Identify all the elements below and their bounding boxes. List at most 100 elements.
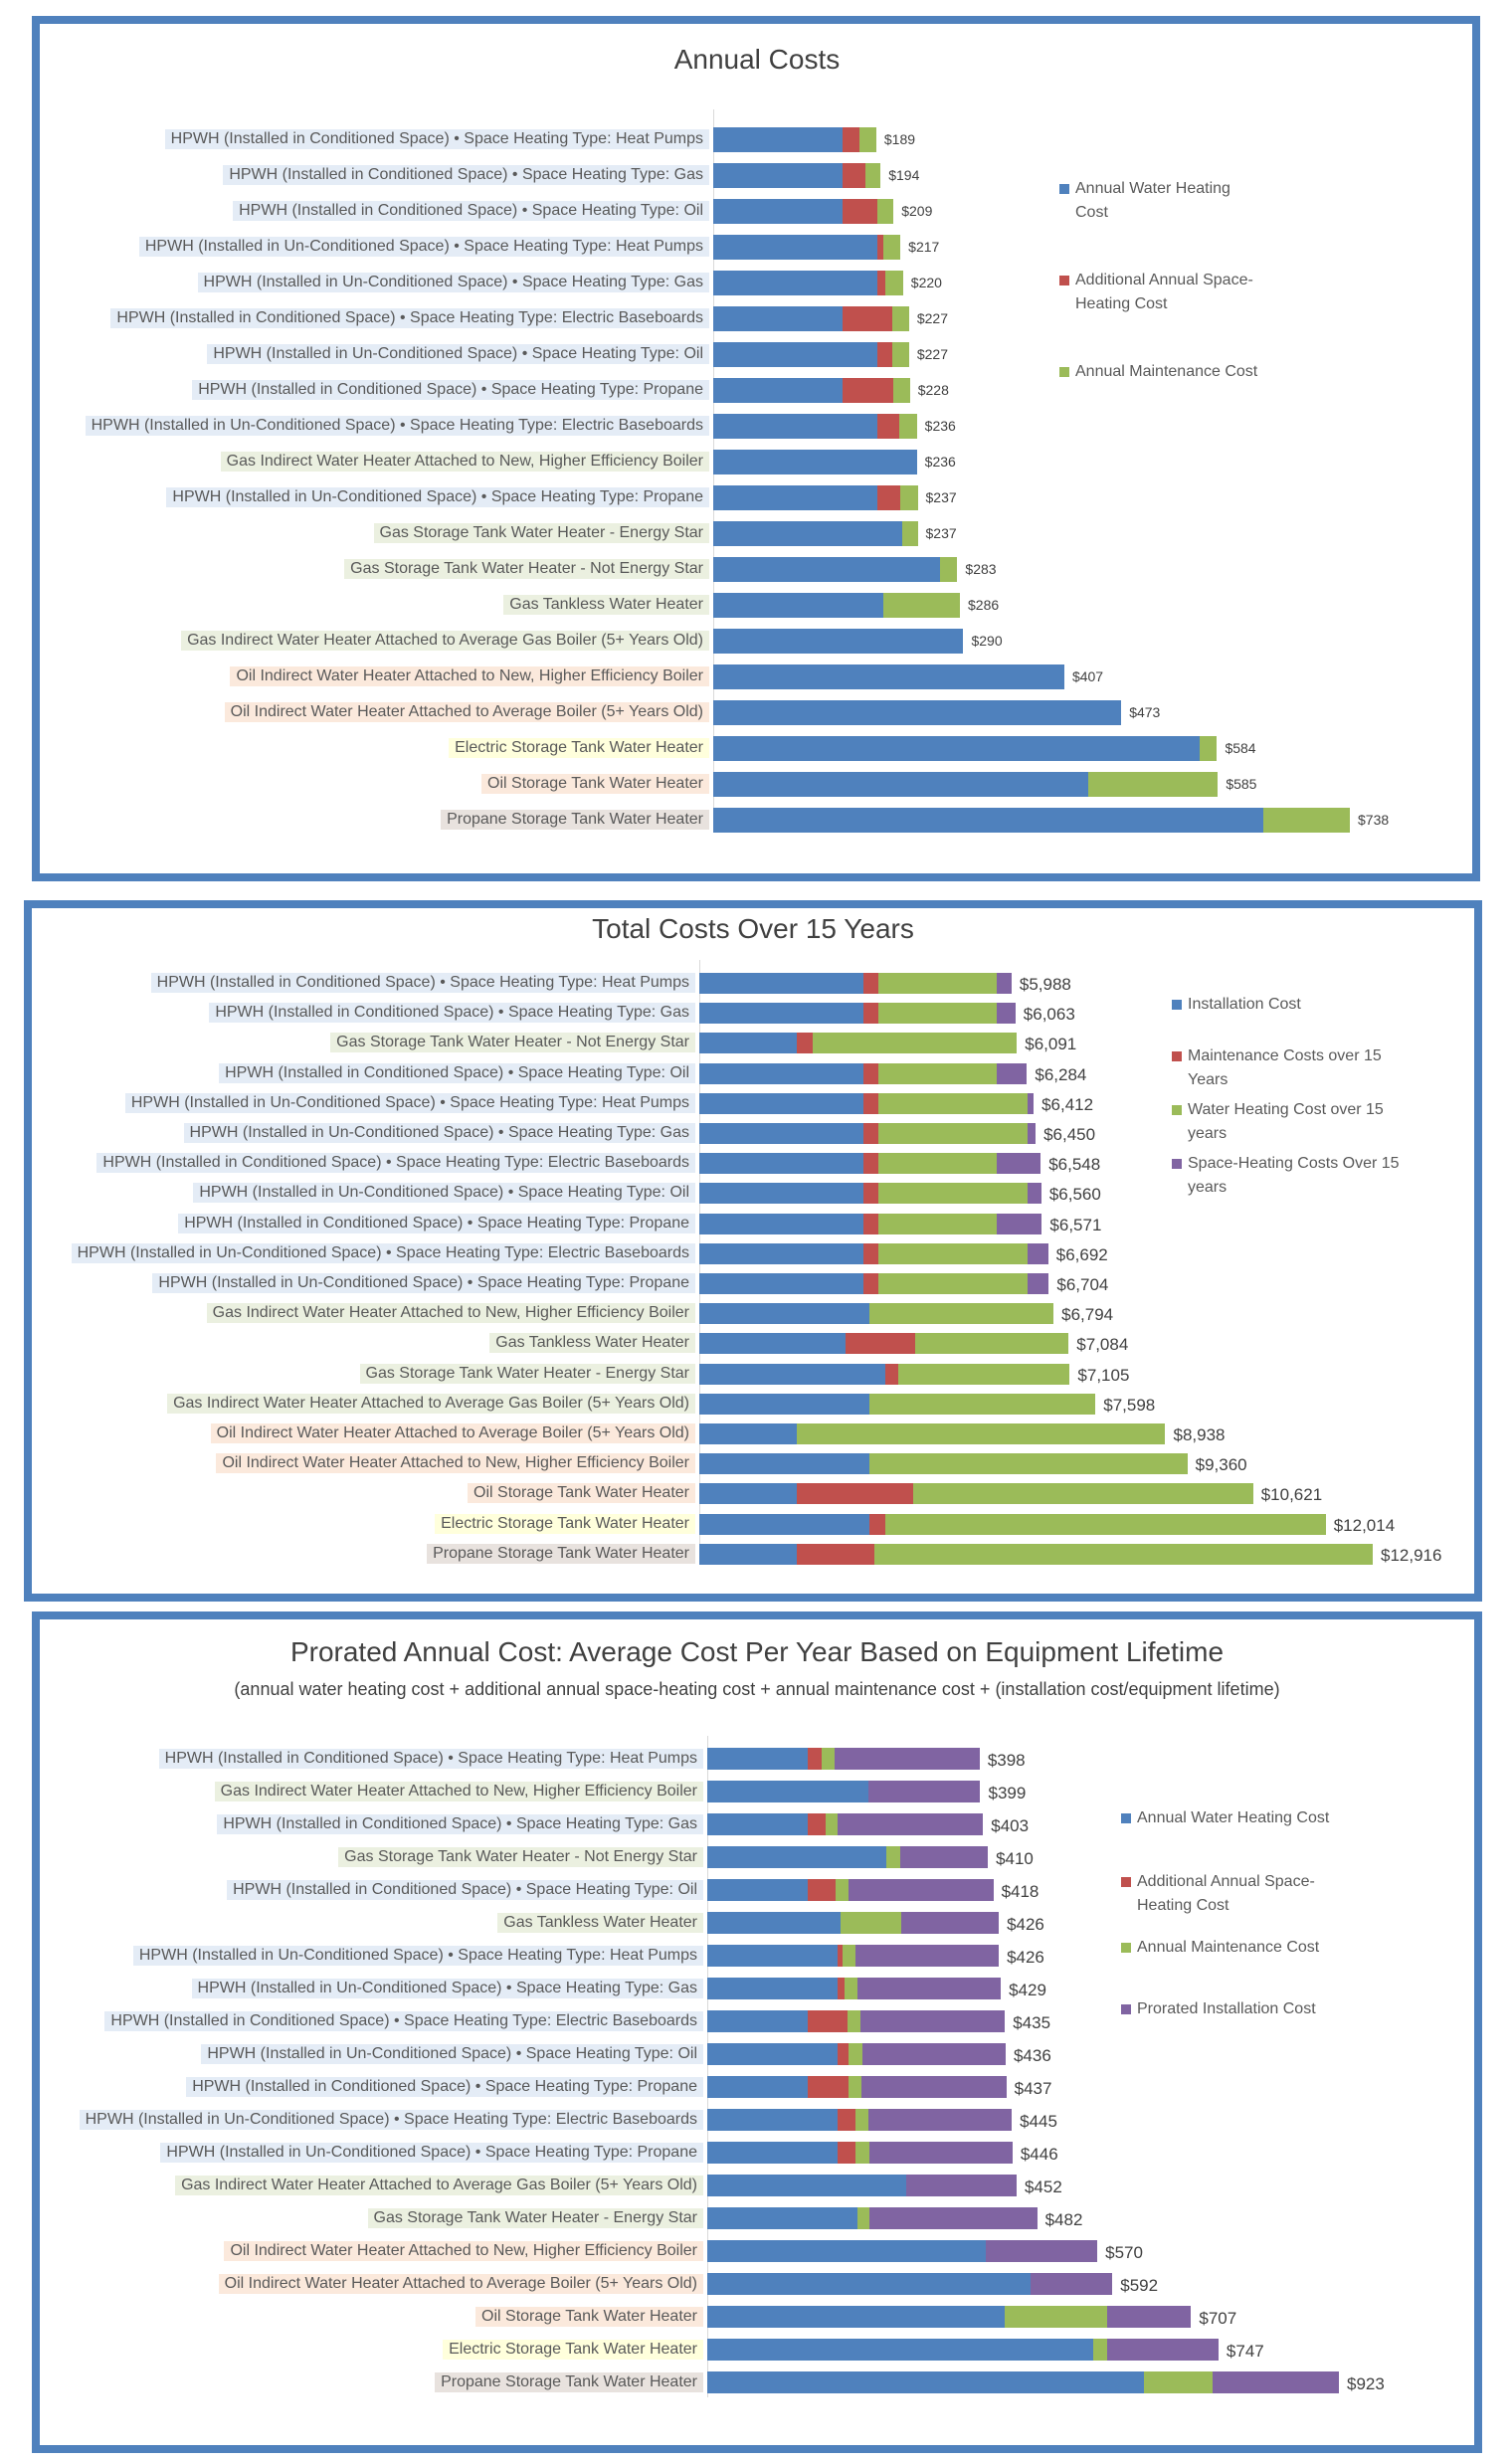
annual-costs-legend-item: Annual Maintenance Cost bbox=[1059, 360, 1258, 384]
prorated-cost-category-label: HPWH (Installed in Conditioned Space) • … bbox=[158, 1748, 703, 1769]
legend-label: Annual Maintenance Cost bbox=[1137, 1939, 1320, 1956]
prorated-cost-bar-annual-water-heating-cost bbox=[707, 1846, 887, 1868]
total-costs-bar-water-heating-cost-over-15-years bbox=[878, 1213, 998, 1234]
total-costs-bar-maintenance-costs-over-15-years bbox=[862, 1092, 879, 1114]
prorated-cost-bar-annual-water-heating-cost bbox=[707, 2339, 1094, 2361]
total-costs-category-label: Electric Storage Tank Water Heater bbox=[435, 1513, 695, 1534]
annual-costs-bar-additional-annual-space-heating-cost bbox=[843, 306, 893, 331]
total-costs-category-label: HPWH (Installed in Un-Conditioned Space)… bbox=[124, 1092, 695, 1113]
prorated-cost-category-label: Oil Indirect Water Heater Attached to Av… bbox=[218, 2273, 703, 2294]
total-costs-category-label: HPWH (Installed in Un-Conditioned Space)… bbox=[152, 1273, 695, 1293]
total-costs-bar-installation-cost bbox=[699, 1453, 869, 1475]
prorated-cost-bar-annual-water-heating-cost bbox=[707, 2240, 986, 2262]
prorated-cost-bar-additional-annual-space-heating-cost bbox=[837, 2043, 850, 2065]
annual-costs-bar-annual-maintenance-cost bbox=[901, 521, 918, 546]
prorated-cost-bar-prorated-installation-cost bbox=[986, 2240, 1098, 2262]
annual-costs-bar-annual-water-heating-cost bbox=[713, 163, 844, 188]
total-costs-bar-installation-cost bbox=[699, 1033, 798, 1054]
total-costs-data-label: $7,084 bbox=[1076, 1335, 1129, 1355]
legend-swatch bbox=[1121, 1813, 1131, 1823]
total-costs-bar-installation-cost bbox=[699, 1123, 863, 1144]
total-costs-bar-water-heating-cost-over-15-years bbox=[878, 1092, 1028, 1114]
prorated-cost-bar-annual-maintenance-cost bbox=[848, 2076, 861, 2098]
annual-costs-bar-annual-maintenance-cost bbox=[1263, 808, 1350, 833]
annual-costs-data-label: $209 bbox=[901, 203, 933, 219]
prorated-cost-category-label: HPWH (Installed in Conditioned Space) • … bbox=[217, 1813, 703, 1834]
total-costs-category-label: HPWH (Installed in Conditioned Space) • … bbox=[219, 1062, 695, 1083]
prorated-cost-bar-annual-maintenance-cost bbox=[826, 1813, 839, 1835]
total-costs-data-label: $7,598 bbox=[1103, 1395, 1156, 1415]
prorated-cost-data-label: $429 bbox=[1009, 1980, 1046, 1999]
annual-costs-category-label: Gas Storage Tank Water Heater - Energy S… bbox=[373, 523, 709, 543]
total-costs-data-label: $12,014 bbox=[1333, 1515, 1396, 1535]
total-costs-data-label: $5,988 bbox=[1019, 975, 1071, 994]
total-costs-category-label: HPWH (Installed in Un-Conditioned Space)… bbox=[71, 1242, 695, 1263]
legend-label: Water Heating Cost over 15 years bbox=[1188, 1101, 1384, 1142]
annual-costs-bar-annual-water-heating-cost bbox=[713, 235, 877, 260]
legend-label: Maintenance Costs over 15 Years bbox=[1188, 1047, 1382, 1088]
total-costs-bar-installation-cost bbox=[699, 1273, 863, 1294]
prorated-cost-data-label: $403 bbox=[991, 1815, 1030, 1835]
total-costs-bar-installation-cost bbox=[699, 1092, 863, 1114]
annual-costs-bar-annual-water-heating-cost bbox=[713, 485, 877, 510]
annual-costs-data-label: $227 bbox=[916, 346, 948, 362]
prorated-cost-bar-annual-water-heating-cost bbox=[707, 1813, 809, 1835]
total-costs-data-label: $6,063 bbox=[1023, 1005, 1075, 1025]
prorated-cost-bar-prorated-installation-cost bbox=[862, 2043, 1006, 2065]
total-costs-bar-installation-cost bbox=[699, 1543, 798, 1565]
annual-costs-category-label: Oil Indirect Water Heater Attached to Av… bbox=[224, 702, 709, 722]
prorated-cost-data-label: $398 bbox=[987, 1750, 1026, 1770]
total-costs-bar-space-heating-costs-over-15-years bbox=[1027, 1183, 1041, 1205]
prorated-cost-data-label: $426 bbox=[1007, 1947, 1044, 1967]
annual-costs-bar-annual-maintenance-cost bbox=[1200, 736, 1218, 761]
prorated-cost-bar-prorated-installation-cost bbox=[867, 1781, 981, 1802]
total-costs-bar-water-heating-cost-over-15-years bbox=[878, 1123, 1028, 1144]
total-costs-bar-installation-cost bbox=[699, 1242, 863, 1264]
prorated-cost-data-label: $707 bbox=[1199, 2308, 1237, 2328]
total-costs-bar-space-heating-costs-over-15-years bbox=[1027, 1273, 1049, 1294]
total-costs-data-label: $12,916 bbox=[1381, 1545, 1442, 1565]
legend-label: Annual Water Heating Cost bbox=[1075, 180, 1230, 221]
annual-costs-bar-annual-water-heating-cost bbox=[713, 521, 902, 546]
prorated-cost-data-label: $436 bbox=[1013, 2045, 1051, 2065]
prorated-cost-data-label: $452 bbox=[1024, 2177, 1062, 2196]
total-costs-data-label: $10,621 bbox=[1260, 1485, 1323, 1505]
annual-costs-bar-additional-annual-space-heating-cost bbox=[843, 127, 860, 152]
prorated-cost-bar-annual-water-heating-cost bbox=[707, 2175, 906, 2196]
annual-costs-bar-additional-annual-space-heating-cost bbox=[876, 271, 886, 295]
total-costs-bar-installation-cost bbox=[699, 1363, 885, 1385]
prorated-cost-category-label: Oil Storage Tank Water Heater bbox=[475, 2306, 703, 2327]
total-costs-legend-item: Water Heating Cost over 15 years bbox=[1172, 1098, 1411, 1146]
annual-costs-category-label: HPWH (Installed in Conditioned Space) • … bbox=[233, 201, 709, 221]
prorated-cost-bar-additional-annual-space-heating-cost bbox=[808, 1748, 822, 1770]
total-costs-bar-maintenance-costs-over-15-years bbox=[862, 1242, 879, 1264]
prorated-cost-bar-annual-maintenance-cost bbox=[1143, 2371, 1213, 2393]
annual-costs-bar-annual-maintenance-cost bbox=[882, 593, 960, 618]
annual-costs-bar-additional-annual-space-heating-cost bbox=[876, 414, 900, 439]
total-costs-bar-water-heating-cost-over-15-years bbox=[868, 1303, 1054, 1325]
annual-costs-bar-annual-water-heating-cost bbox=[713, 593, 883, 618]
total-costs-category-label: Oil Indirect Water Heater Attached to Ne… bbox=[216, 1453, 695, 1474]
prorated-cost-bar-annual-water-heating-cost bbox=[707, 2010, 809, 2032]
prorated-cost-bar-additional-annual-space-heating-cost bbox=[808, 2010, 849, 2032]
legend-swatch bbox=[1121, 1877, 1131, 1887]
total-costs-category-label: Gas Indirect Water Heater Attached to Ne… bbox=[206, 1303, 695, 1324]
total-costs-bar-water-heating-cost-over-15-years bbox=[878, 1183, 1028, 1205]
prorated-cost-bar-prorated-installation-cost bbox=[855, 1945, 1000, 1967]
annual-costs-bar-additional-annual-space-heating-cost bbox=[876, 485, 901, 510]
prorated-cost-legend-item: Annual Water Heating Cost bbox=[1121, 1806, 1350, 1830]
annual-costs-bar-annual-water-heating-cost bbox=[713, 450, 917, 474]
legend-swatch bbox=[1172, 1159, 1182, 1169]
total-costs-bar-installation-cost bbox=[699, 1483, 798, 1505]
annual-costs-bar-additional-annual-space-heating-cost bbox=[843, 199, 877, 224]
annual-costs-bar-annual-maintenance-cost bbox=[859, 127, 876, 152]
total-costs-data-label: $9,360 bbox=[1195, 1455, 1247, 1475]
prorated-cost-bar-prorated-installation-cost bbox=[1107, 2306, 1192, 2328]
prorated-cost-bar-annual-water-heating-cost bbox=[707, 2273, 1032, 2295]
annual-costs-bar-annual-water-heating-cost bbox=[713, 772, 1089, 797]
prorated-cost-category-label: HPWH (Installed in Un-Conditioned Space)… bbox=[201, 2043, 703, 2064]
prorated-cost-bar-annual-water-heating-cost bbox=[707, 1879, 809, 1901]
annual-costs-legend-item: Annual Water Heating Cost bbox=[1059, 177, 1258, 225]
legend-label: Annual Water Heating Cost bbox=[1137, 1809, 1330, 1826]
annual-costs-category-label: Gas Indirect Water Heater Attached to Av… bbox=[181, 631, 709, 651]
